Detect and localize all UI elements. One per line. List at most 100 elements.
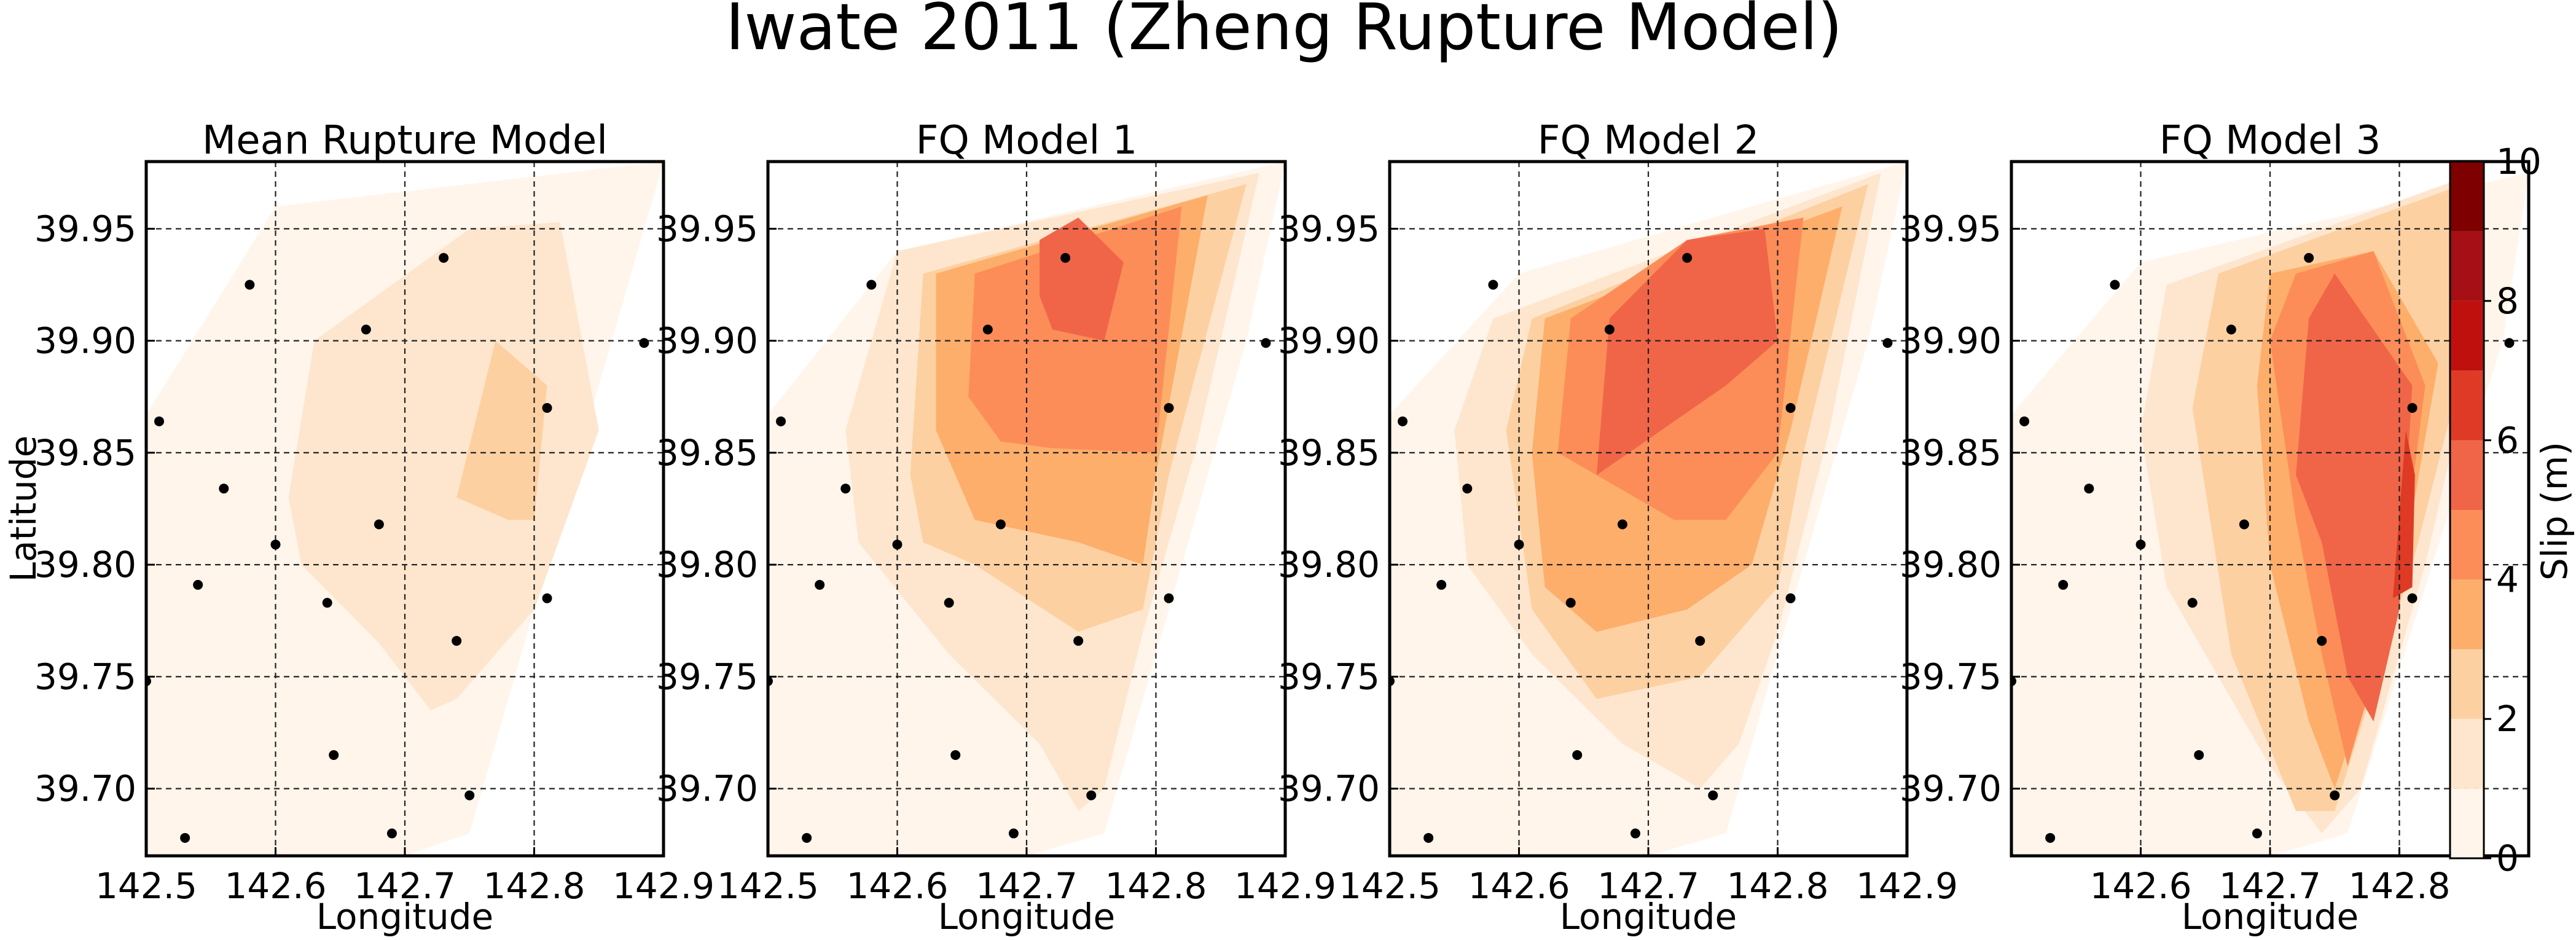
station-point xyxy=(154,416,165,426)
station-point xyxy=(1695,636,1705,646)
station-point xyxy=(2187,598,2198,608)
station-point xyxy=(1008,828,1019,839)
stations xyxy=(2011,253,2515,843)
panels: Mean Rupture Model 142.5 142.6 142.7 142.8 14… xyxy=(2,118,2531,938)
y-tick-label: 39.80 xyxy=(1900,544,2002,586)
station-point xyxy=(329,750,339,760)
contour-fills xyxy=(1390,162,1907,856)
grid xyxy=(2011,162,2529,856)
y-tick-label: 39.75 xyxy=(1900,656,2002,697)
station-point xyxy=(1617,519,1627,530)
y-tick-label: 39.85 xyxy=(656,432,758,474)
x-tick-label: 142.8 xyxy=(2348,865,2450,907)
station-point xyxy=(2136,539,2146,550)
x-tick-label: 142.6 xyxy=(224,865,326,907)
panel-4: FQ Model 3 142.6 142.7 142.8 39.70 39.75 39.80… xyxy=(1900,118,2531,938)
station-point xyxy=(1604,324,1615,335)
colorbar-band xyxy=(2450,579,2484,649)
station-point xyxy=(2504,338,2515,348)
station-point xyxy=(982,324,993,335)
colorbar-label: Slip (m) xyxy=(2534,442,2575,581)
station-point xyxy=(1164,593,1174,603)
x-tick-label: 142.7 xyxy=(2219,865,2321,907)
panel-3: FQ Model 2 142.5 142.6 142.7 142.8 142.9 39.70… xyxy=(1278,118,1958,938)
stations xyxy=(146,253,649,843)
colorbar: 0 2 4 6 8 10 xyxy=(2449,141,2542,879)
station-point xyxy=(995,519,1006,530)
colorbar-band xyxy=(2450,719,2484,789)
x-tick-label: 142.8 xyxy=(1726,865,1828,907)
y-tick-label: 39.85 xyxy=(34,432,136,474)
x-axis-label: Longitude xyxy=(2182,896,2359,938)
station-point xyxy=(1398,416,1408,426)
station-point xyxy=(180,832,190,843)
y-tick-label: 39.75 xyxy=(656,656,758,697)
station-point xyxy=(2252,828,2262,839)
y-tick-label: 39.95 xyxy=(1900,208,2002,249)
y-tick-label: 39.75 xyxy=(34,656,136,697)
station-point xyxy=(1436,579,1447,590)
colorbar-tick-label: 4 xyxy=(2496,558,2519,600)
station-point xyxy=(1630,828,1640,839)
station-point xyxy=(2407,593,2417,603)
colorbar-tick-label: 10 xyxy=(2496,141,2542,182)
station-point xyxy=(542,593,552,603)
x-tick-label: 142.8 xyxy=(1105,865,1207,907)
station-point xyxy=(866,280,877,290)
y-tick-label: 39.70 xyxy=(1900,768,2002,810)
station-point xyxy=(1682,253,1693,263)
station-point xyxy=(840,484,851,494)
station-point xyxy=(2330,790,2340,801)
station-point xyxy=(776,416,786,426)
colorbar-band xyxy=(2450,162,2484,232)
y-tick-label: 39.80 xyxy=(34,544,136,586)
x-tick-label: 142.5 xyxy=(717,865,819,907)
station-point xyxy=(386,828,397,839)
contour-region-6 xyxy=(1596,229,1778,476)
x-axis-label: Longitude xyxy=(938,896,1115,938)
contour-region-7 xyxy=(2393,430,2415,598)
colorbar-tick-label: 8 xyxy=(2496,280,2519,322)
x-axis-label: Longitude xyxy=(316,896,493,938)
x-axis-label: Longitude xyxy=(1560,896,1737,938)
figure-title: Iwate 2011 (Zheng Rupture Model) xyxy=(726,0,1842,65)
colorbar-band xyxy=(2450,788,2484,858)
station-point xyxy=(1423,832,1434,843)
y-tick-label: 39.90 xyxy=(656,320,758,362)
station-point xyxy=(439,253,449,263)
x-tick-label: 142.7 xyxy=(976,865,1078,907)
x-tick-label: 142.7 xyxy=(1597,865,1699,907)
x-tick-label: 142.8 xyxy=(483,865,585,907)
x-tick-label: 142.5 xyxy=(1339,865,1441,907)
station-point xyxy=(193,579,203,590)
station-point xyxy=(2110,280,2120,290)
panel-title: Mean Rupture Model xyxy=(202,118,608,163)
panel-1: Mean Rupture Model 142.5 142.6 142.7 142.8 14… xyxy=(2,118,714,938)
station-point xyxy=(464,790,475,801)
y-axis-label: Latitude xyxy=(2,436,44,582)
x-tick-label: 142.9 xyxy=(1234,865,1336,907)
station-point xyxy=(1785,593,1796,603)
station-point xyxy=(361,324,371,335)
station-point xyxy=(245,280,255,290)
colorbar-tick-label: 2 xyxy=(2496,698,2519,740)
station-point xyxy=(1572,750,1583,760)
contour-region-2 xyxy=(288,222,599,711)
station-point xyxy=(374,519,384,530)
x-tick-label: 142.6 xyxy=(1468,865,1570,907)
station-point xyxy=(950,750,961,760)
station-point xyxy=(1565,598,1576,608)
panel-2: FQ Model 1 142.5 142.6 142.7 142.8 142.9 39.70… xyxy=(656,118,1336,938)
y-tick-label: 39.80 xyxy=(656,544,758,586)
x-tick-label: 142.7 xyxy=(354,865,456,907)
station-point xyxy=(322,598,332,608)
colorbar-frame xyxy=(2449,160,2485,860)
station-point xyxy=(2058,579,2069,590)
y-tick-label: 39.90 xyxy=(34,320,136,362)
station-point xyxy=(2019,416,2030,426)
station-point xyxy=(2317,636,2327,646)
station-point xyxy=(1514,539,1524,550)
panel-title: FQ Model 2 xyxy=(1538,118,1760,163)
y-tick-label: 39.95 xyxy=(34,208,136,249)
station-point xyxy=(2226,324,2236,335)
